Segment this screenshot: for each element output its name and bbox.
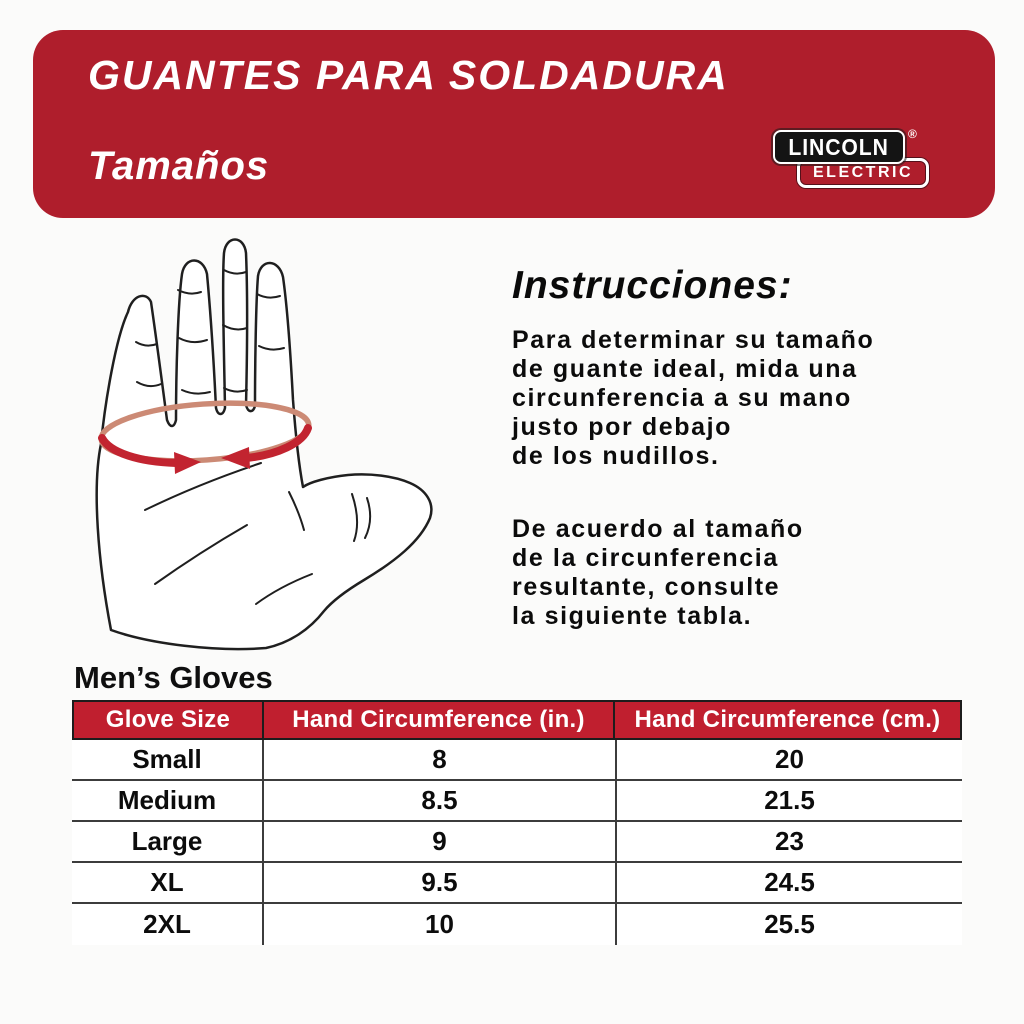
cell-inches: 8.5 [264,781,617,822]
cell-inches: 9.5 [264,863,617,904]
column-header-circumference-cm: Hand Circumference (cm.) [634,706,941,733]
paragraph-line: De acuerdo al tamaño [512,515,804,543]
paragraph-line: de guante ideal, mida una [512,355,858,383]
cell-size: 2XL [72,904,264,945]
registered-trademark-icon: ® [908,127,917,141]
paragraph-line: de la circunferencia [512,544,779,572]
lincoln-text: LINCOLN [788,133,890,160]
lincoln-wordmark: LINCOLN [773,130,905,164]
lincoln-electric-logo: LINCOLN ® ELECTRIC [773,127,937,196]
measurement-arrows [98,424,312,467]
paragraph-line: de los nudillos. [512,442,720,470]
paragraph-line: resultante, consulte [512,573,781,601]
cell-cm: 23 [617,822,962,863]
cell-inches: 8 [264,740,617,781]
hand-measurement-illustration [58,232,478,662]
cell-cm: 24.5 [617,863,962,904]
column-header-glove-size: Glove Size [74,702,264,738]
instructions-paragraph-1: Para determinar su tamaño de guante idea… [512,326,874,471]
hand-illustration-svg [95,238,433,651]
table-header-row: Glove Size Hand Circumference (in.) Hand… [72,700,962,740]
column-header-circumference-in: Hand Circumference (in.) [264,702,615,738]
paragraph-line: la siguiente tabla. [512,602,753,630]
banner-subtitle: Tamaños [88,144,270,188]
cell-inches: 10 [264,904,617,945]
cell-cm: 25.5 [617,904,962,945]
cell-inches: 9 [264,822,617,863]
paragraph-line: justo por debajo [512,413,733,441]
paragraph-line: circunferencia a su mano [512,384,852,412]
cell-size: Large [72,822,264,863]
cell-size: Small [72,740,264,781]
banner-title: GUANTES PARA SOLDADURA [88,52,729,98]
header-banner: GUANTES PARA SOLDADURA Tamaños LINCOLN ®… [33,30,995,218]
paragraph-line: Para determinar su tamaño [512,326,875,354]
instructions-paragraph-2: De acuerdo al tamaño de la circunferenci… [512,515,804,631]
electric-text: ELECTRIC [813,164,913,181]
cell-size: Medium [72,781,264,822]
hand-crease-details [135,269,372,605]
hand-outline [95,238,433,651]
cell-size: XL [72,863,264,904]
cell-cm: 20 [617,740,962,781]
table-title: Men’s Gloves [74,660,273,695]
cell-cm: 21.5 [617,781,962,822]
instructions-heading: Instrucciones: [512,264,793,307]
measurement-arrowheads [174,447,250,474]
table-body: Small 8 20 Medium 8.5 21.5 Large 9 23 XL… [72,740,962,945]
size-table: Glove Size Hand Circumference (in.) Hand… [72,700,962,945]
